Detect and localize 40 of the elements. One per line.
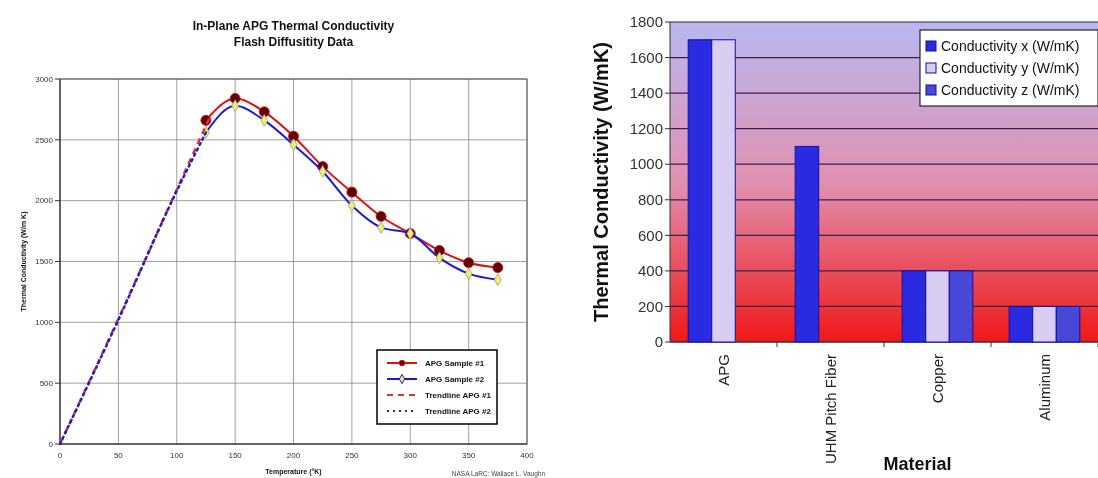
y-tick-label: 1000 xyxy=(629,155,663,173)
y-tick-label: 3000 xyxy=(35,74,54,84)
legend-label: Conductivity x (W/mK) xyxy=(941,37,1080,54)
legend-label: Conductivity z (W/mK) xyxy=(941,81,1080,98)
x-tick-label: UHM Pitch Fiber xyxy=(821,354,839,465)
y-tick-label: 2500 xyxy=(35,135,54,145)
y-tick-label: 600 xyxy=(637,226,663,244)
y-tick-label: 1200 xyxy=(629,119,663,137)
y-tick-label: 800 xyxy=(637,191,663,209)
legend-label: APG Sample #1 xyxy=(425,358,485,368)
x-axis-title: Material xyxy=(883,454,952,474)
x-tick-label: 100 xyxy=(170,451,184,460)
y-tick-label: 1000 xyxy=(35,318,54,328)
y-tick-label: 1600 xyxy=(629,48,663,66)
y-tick-label: 2000 xyxy=(35,196,54,206)
x-tick-label: 150 xyxy=(228,451,243,460)
x-tick-label: APG xyxy=(714,354,732,386)
x-tick-label: 350 xyxy=(461,451,476,460)
legend-label: Trendline APG #2 xyxy=(425,406,492,416)
x-tick-label: 250 xyxy=(345,451,360,460)
x-tick-label: Aluminum xyxy=(1035,354,1053,421)
x-tick-label: 50 xyxy=(113,451,124,460)
y-tick-label: 0 xyxy=(48,439,54,449)
y-tick-label: 400 xyxy=(637,262,663,280)
y-axis-title: Thermal Conductivity (W/mK) xyxy=(590,41,612,323)
y-tick-label: 500 xyxy=(39,378,54,388)
y-tick-label: 200 xyxy=(637,297,663,315)
chart-title: In-Plane APG Thermal Conductivity Flash Diffusitity Data xyxy=(192,19,395,49)
y-tick-label: 1500 xyxy=(35,257,54,267)
y-tick-label: 1800 xyxy=(629,13,663,31)
x-tick-label: 400 xyxy=(520,451,535,460)
legend-label: Trendline APG #1 xyxy=(425,390,492,400)
legend-label: APG Sample #2 xyxy=(425,374,485,384)
x-tick-label: 300 xyxy=(403,451,418,460)
y-tick-label: 0 xyxy=(654,333,663,351)
x-tick-label: 0 xyxy=(57,451,63,460)
y-tick-label: 1400 xyxy=(629,84,663,102)
x-tick-label: 200 xyxy=(286,451,301,460)
legend-label: Conductivity y (W/mK) xyxy=(941,59,1080,76)
x-tick-label: Copper xyxy=(928,354,946,404)
